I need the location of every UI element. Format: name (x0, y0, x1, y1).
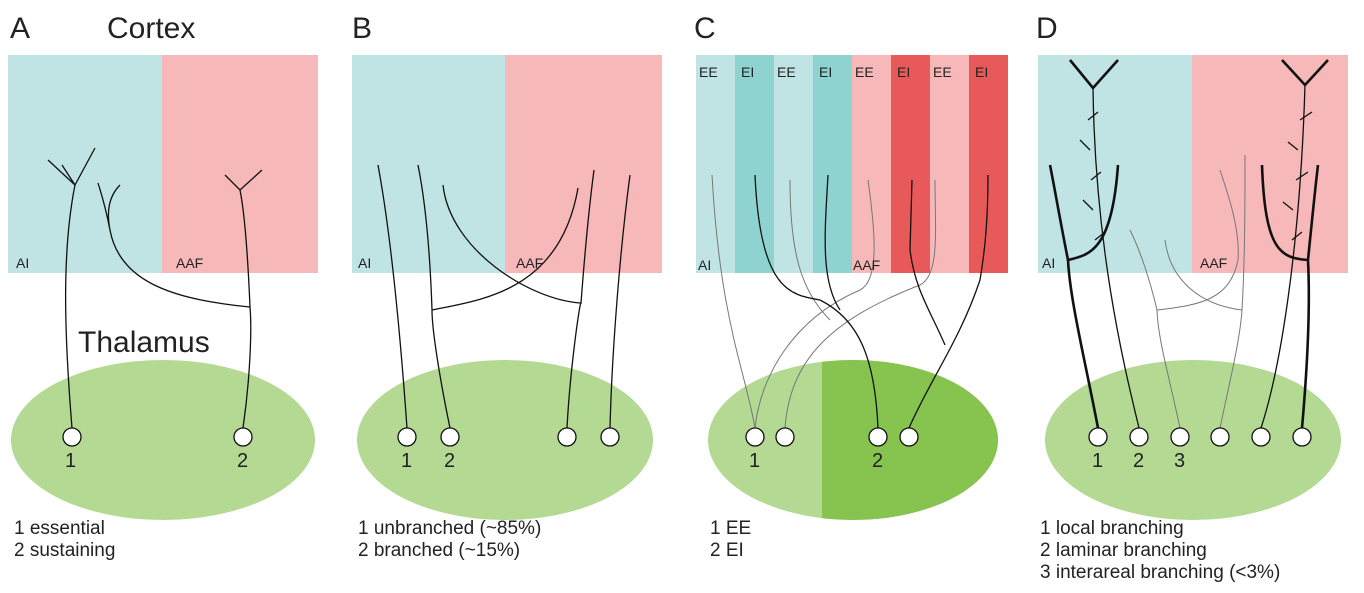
legend-line: 2 branched (~15%) (358, 540, 520, 561)
neuron (601, 428, 619, 446)
legend-line: 2 laminar branching (1040, 540, 1207, 561)
neuron (234, 428, 252, 446)
legend-line: 1 unbranched (~85%) (358, 518, 541, 539)
panel-letter: A (10, 12, 30, 45)
column (696, 55, 735, 273)
cortex-label: Cortex (107, 12, 195, 45)
legend-line: 2 EI (710, 540, 744, 561)
legend-line: 1 local branching (1040, 518, 1184, 539)
neuron-label: 2 (1133, 450, 1144, 472)
column (813, 55, 852, 273)
column-label: EE (855, 64, 874, 80)
figure: A Cortex Thalamus AI AAF 1 2 1 essential… (0, 0, 1364, 593)
column-label: EE (933, 64, 952, 80)
region-label: AI (1042, 255, 1055, 271)
panel-a: A Cortex Thalamus AI AAF 1 2 1 essential… (8, 12, 318, 561)
region-ai (1038, 55, 1192, 273)
neuron-label: 3 (1174, 450, 1185, 472)
column-label: EI (819, 64, 832, 80)
legend-line: 1 EE (710, 518, 751, 539)
neuron (558, 428, 576, 446)
panel-c: C EE EI EE EI EE EI EE EI AI AAF 1 2 1 E… (694, 12, 1008, 561)
neuron (900, 428, 918, 446)
neuron (1293, 428, 1311, 446)
neuron-label: 1 (749, 450, 760, 472)
panel-letter: B (352, 12, 372, 45)
column-label: EE (699, 64, 718, 80)
neuron (1130, 428, 1148, 446)
neuron-label: 1 (65, 450, 76, 472)
column (735, 55, 774, 273)
column (930, 55, 969, 273)
neuron (1252, 428, 1270, 446)
column (969, 55, 1008, 273)
neuron (63, 428, 81, 446)
thalamus-nucleus (11, 360, 315, 520)
neuron (776, 428, 794, 446)
region-label: AAF (516, 255, 543, 271)
region-label: AAF (853, 257, 880, 273)
region-label: AI (698, 257, 711, 273)
region-label: AAF (1200, 255, 1227, 271)
neuron-label: 2 (444, 450, 455, 472)
neuron-label: 2 (237, 450, 248, 472)
neuron (1211, 428, 1229, 446)
region-aaf (162, 55, 318, 273)
neuron-label: 2 (872, 450, 883, 472)
region-aaf (505, 55, 662, 273)
neuron-label: 1 (1092, 450, 1103, 472)
neuron (869, 428, 887, 446)
legend-line: 2 sustaining (14, 540, 115, 561)
neuron-label: 1 (401, 450, 412, 472)
panel-letter: C (694, 12, 716, 45)
legend-line: 3 interareal branching (<3%) (1040, 562, 1280, 583)
thalamus-label: Thalamus (78, 326, 210, 359)
neuron (398, 428, 416, 446)
neuron (441, 428, 459, 446)
legend-line: 1 essential (14, 518, 105, 539)
panel-b: B AI AAF 1 2 1 unbranched (~85%) 2 branc… (352, 12, 662, 561)
neuron (746, 428, 764, 446)
region-label: AAF (176, 255, 203, 271)
column-label: EE (777, 64, 796, 80)
region-label: AI (358, 255, 371, 271)
column-label: EI (975, 64, 988, 80)
column (852, 55, 891, 273)
region-aaf (1192, 55, 1348, 273)
region-ai (8, 55, 162, 273)
neuron (1089, 428, 1107, 446)
column-label: EI (741, 64, 754, 80)
column-label: EI (897, 64, 910, 80)
region-label: AI (16, 255, 29, 271)
panel-letter: D (1036, 12, 1058, 45)
panel-d: D AI AAF 1 2 3 1 local branching 2 lamin… (1036, 12, 1348, 583)
neuron (1171, 428, 1189, 446)
